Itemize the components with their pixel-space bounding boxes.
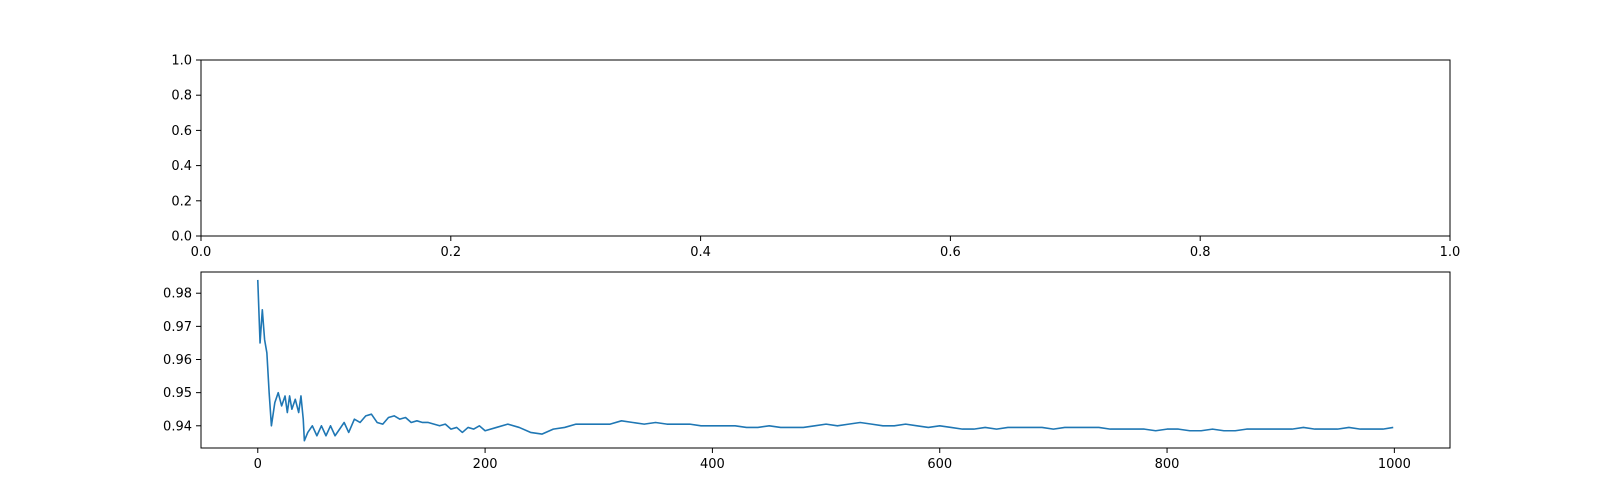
series-line (256, 279, 1394, 442)
y-tick-label: 1.0 (171, 54, 192, 69)
x-tick-label: 400 (700, 457, 725, 472)
y-tick-label: 0.98 (163, 287, 192, 302)
y-tick-label: 0.97 (163, 320, 192, 335)
axes-bottom: 0 200 400 600 800 1000 0.94 0.95 0.96 0.97 0.98 (163, 271, 1451, 472)
y-tick-label: 0.2 (171, 194, 192, 209)
axes-bottom-x-ticks: 0 200 400 600 800 1000 (254, 448, 1411, 472)
axes-top-y-ticks: 0.0 0.2 0.4 0.6 0.8 1.0 (171, 54, 201, 245)
x-tick-label: 0.4 (690, 245, 711, 260)
axes-top-x-ticks: 0.0 0.2 0.4 0.6 0.8 1.0 (191, 236, 1461, 260)
axes-bottom-y-ticks: 0.94 0.95 0.96 0.97 0.98 (163, 287, 201, 434)
y-tick-label: 0.96 (163, 353, 192, 368)
x-tick-label: 800 (1155, 457, 1180, 472)
axes-top-frame (200, 59, 1451, 237)
y-tick-label: 0.4 (171, 159, 192, 174)
y-tick-label: 0.8 (171, 89, 192, 104)
x-tick-label: 1000 (1378, 457, 1411, 472)
axes-top: 0.0 0.2 0.4 0.6 0.8 1.0 0.0 0.2 0.4 0.6 0.8 1.0 (171, 54, 1460, 261)
y-tick-label: 0.95 (163, 386, 192, 401)
x-tick-label: 0 (254, 457, 262, 472)
x-tick-label: 0.6 (940, 245, 961, 260)
y-tick-label: 0.6 (171, 124, 192, 139)
x-tick-label: 0.0 (191, 245, 212, 260)
x-tick-label: 0.2 (440, 245, 461, 260)
y-tick-label: 0.94 (163, 419, 192, 434)
x-tick-label: 0.8 (1190, 245, 1211, 260)
x-tick-label: 1.0 (1440, 245, 1461, 260)
x-tick-label: 600 (927, 457, 952, 472)
x-tick-label: 200 (473, 457, 498, 472)
y-tick-label: 0.0 (171, 230, 192, 245)
axes-bottom-frame (200, 271, 1451, 449)
